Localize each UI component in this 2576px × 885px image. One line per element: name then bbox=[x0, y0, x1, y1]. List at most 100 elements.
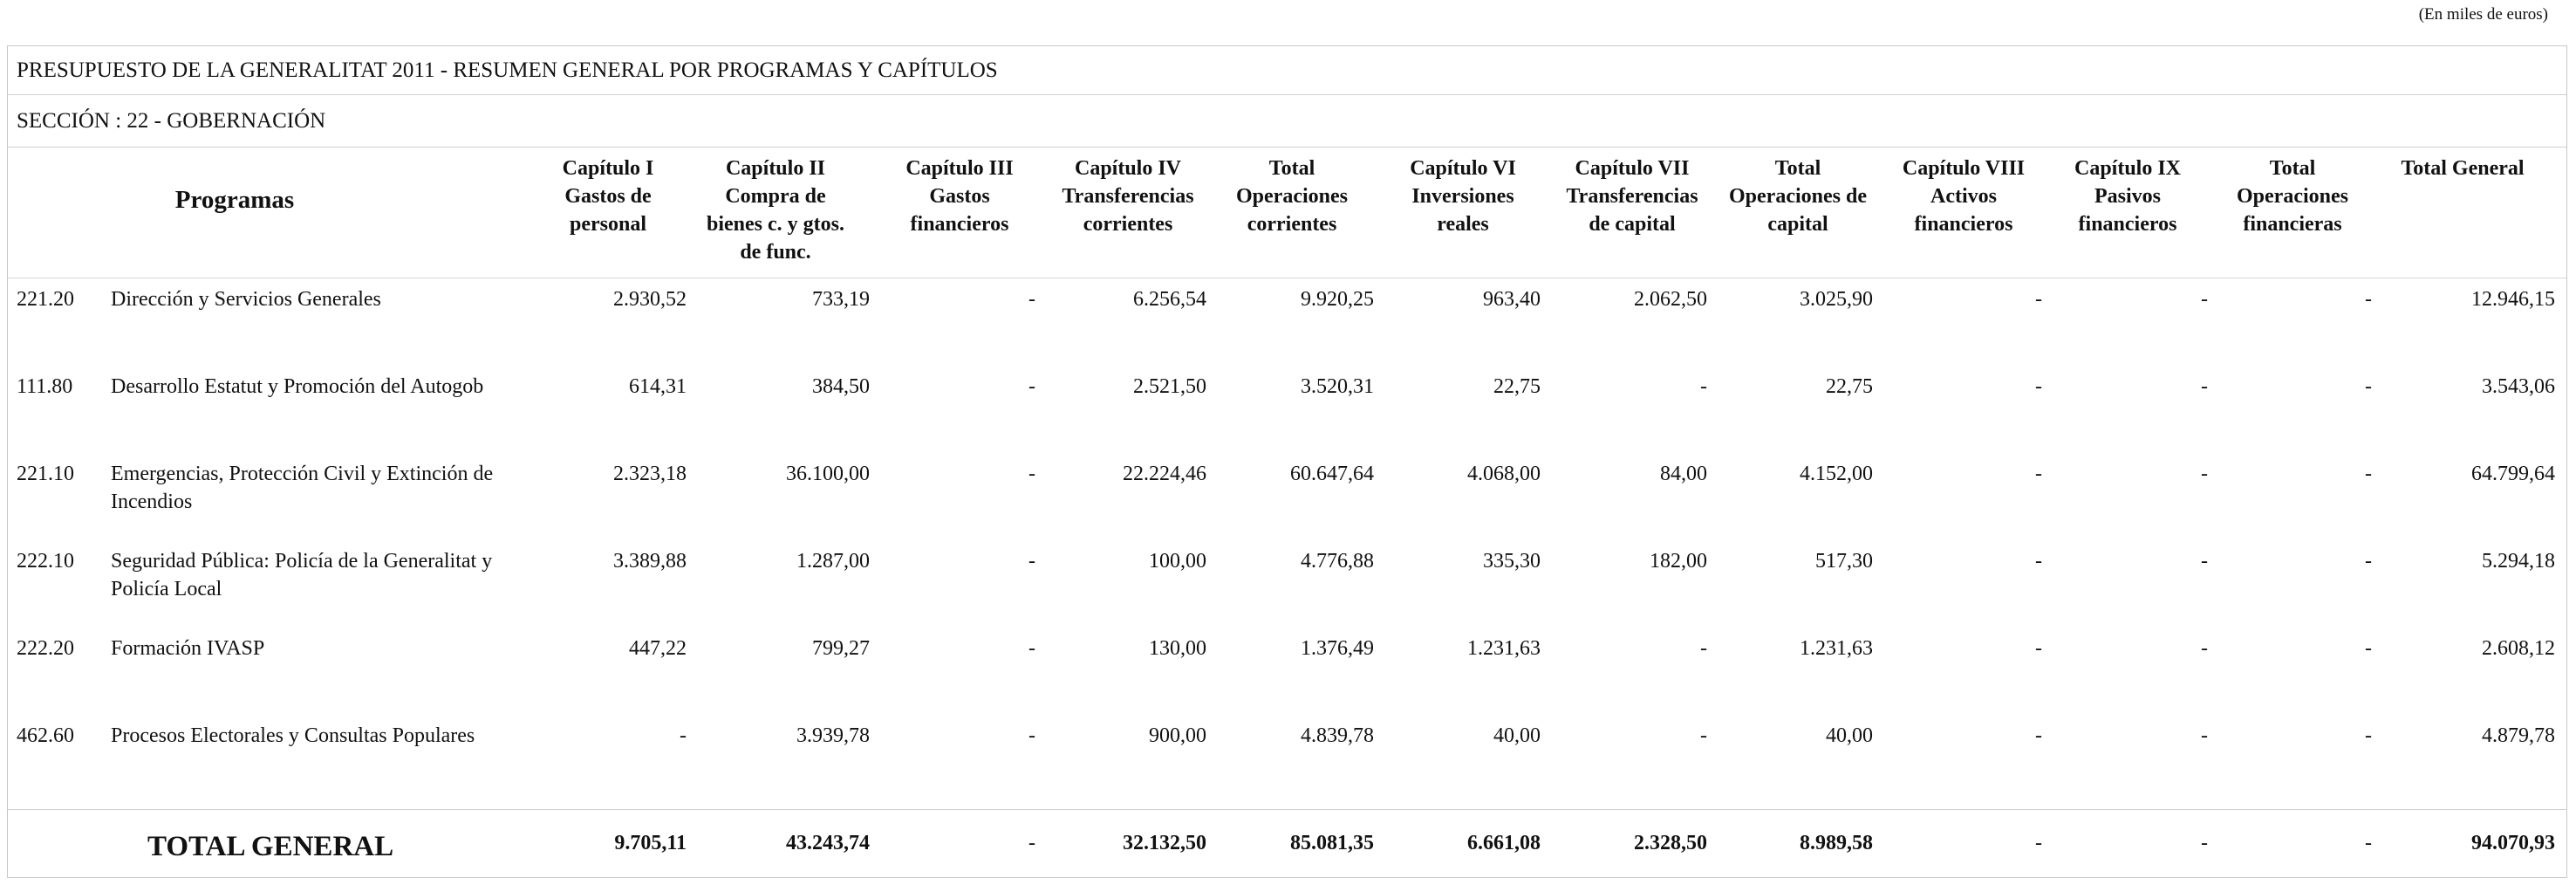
cell-value: 1.287,00 bbox=[796, 550, 870, 573]
column-header: Capítulo VII Transferencias de capital bbox=[1566, 157, 1698, 236]
budget-table: PRESUPUESTO DE LA GENERALITAT 2011 - RES… bbox=[7, 45, 2567, 878]
cell-value: 3.939,78 bbox=[796, 724, 870, 747]
cell-value: 182,00 bbox=[1650, 550, 1707, 573]
total-value: - bbox=[2035, 832, 2042, 854]
cell-value: 3.543,06 bbox=[2482, 375, 2555, 398]
program-code: 221.10 bbox=[17, 463, 74, 485]
cell-value: - bbox=[1028, 724, 1035, 747]
program-code: 222.20 bbox=[17, 637, 74, 660]
cell-value: - bbox=[2035, 637, 2042, 660]
column-header: Total Operaciones financieras bbox=[2237, 157, 2348, 236]
total-value: 85.081,35 bbox=[1290, 832, 1374, 854]
cell-value: 2.521,50 bbox=[1133, 375, 1206, 398]
program-code: 221.20 bbox=[17, 288, 74, 311]
cell-value: 3.389,88 bbox=[613, 550, 687, 573]
cell-value: 6.256,54 bbox=[1133, 288, 1206, 311]
program-name: Seguridad Pública: Policía de la General… bbox=[111, 550, 493, 600]
cell-value: 22,75 bbox=[1826, 375, 1873, 398]
cell-value: 4.152,00 bbox=[1800, 463, 1873, 485]
total-value: - bbox=[1028, 832, 1035, 854]
cell-value: - bbox=[2201, 637, 2208, 660]
cell-value: 335,30 bbox=[1483, 550, 1541, 573]
total-value: 32.132,50 bbox=[1123, 832, 1206, 854]
cell-value: - bbox=[1028, 375, 1035, 398]
cell-value: 84,00 bbox=[1660, 463, 1707, 485]
cell-value: - bbox=[2365, 375, 2372, 398]
cell-value: 614,31 bbox=[629, 375, 687, 398]
total-value: 6.661,08 bbox=[1467, 832, 1541, 854]
cell-value: - bbox=[1028, 550, 1035, 573]
program-code: 462.60 bbox=[17, 724, 74, 747]
cell-value: 2.323,18 bbox=[613, 463, 687, 485]
cell-value: 12.946,15 bbox=[2471, 288, 2555, 311]
total-value: 8.989,58 bbox=[1800, 832, 1873, 854]
total-value: - bbox=[2365, 832, 2372, 854]
cell-value: 4.068,00 bbox=[1467, 463, 1541, 485]
column-header: Capítulo IX Pasivos financieros bbox=[2074, 157, 2182, 236]
cell-value: - bbox=[2365, 550, 2372, 573]
cell-value: - bbox=[2201, 550, 2208, 573]
cell-value: 100,00 bbox=[1149, 550, 1206, 573]
total-value: 94.070,93 bbox=[2471, 832, 2555, 854]
column-header: Total Operaciones de capital bbox=[1729, 157, 1867, 236]
cell-value: - bbox=[2035, 550, 2042, 573]
cell-value: 64.799,64 bbox=[2471, 463, 2555, 485]
section-label: SECCIÓN : 22 - GOBERNACIÓN bbox=[8, 95, 2566, 148]
cell-value: - bbox=[2201, 375, 2208, 398]
cell-value: 2.062,50 bbox=[1634, 288, 1707, 311]
cell-value: - bbox=[1700, 724, 1707, 747]
column-header: Capítulo I Gastos de personal bbox=[562, 157, 654, 236]
total-row: TOTAL GENERAL 9.705,11 43.243,74 - 32.132,5… bbox=[8, 809, 2566, 879]
table-row: 222.20 Formación IVASP 447,22 799,27 - 130,00… bbox=[8, 628, 2566, 715]
program-name: Emergencias, Protección Civil y Extinció… bbox=[111, 463, 494, 513]
cell-value: 4.839,78 bbox=[1301, 724, 1374, 747]
cell-value: 60.647,64 bbox=[1290, 463, 1374, 485]
cell-value: 963,40 bbox=[1483, 288, 1541, 311]
cell-value: - bbox=[1700, 375, 1707, 398]
cell-value: 3.520,31 bbox=[1301, 375, 1374, 398]
cell-value: 799,27 bbox=[812, 637, 870, 660]
cell-value: 1.231,63 bbox=[1467, 637, 1541, 660]
cell-value: - bbox=[2201, 724, 2208, 747]
table-row: 221.20 Dirección y Servicios Generales 2.9… bbox=[8, 278, 2566, 366]
total-value: 2.328,50 bbox=[1634, 832, 1707, 854]
total-value: 9.705,11 bbox=[614, 832, 687, 854]
cell-value: - bbox=[1700, 637, 1707, 660]
cell-value: 5.294,18 bbox=[2482, 550, 2555, 573]
programas-header: Programas bbox=[174, 186, 295, 214]
cell-value: 3.025,90 bbox=[1800, 288, 1873, 311]
cell-value: - bbox=[1028, 288, 1035, 311]
program-code: 222.10 bbox=[17, 550, 74, 573]
cell-value: - bbox=[2365, 463, 2372, 485]
column-header: Total Operaciones corrientes bbox=[1236, 157, 1348, 236]
cell-value: 517,30 bbox=[1815, 550, 1873, 573]
cell-value: 40,00 bbox=[1493, 724, 1541, 747]
cell-value: 1.376,49 bbox=[1301, 637, 1374, 660]
cell-value: 40,00 bbox=[1826, 724, 1873, 747]
cell-value: 1.231,63 bbox=[1800, 637, 1873, 660]
cell-value: 130,00 bbox=[1149, 637, 1206, 660]
cell-value: - bbox=[680, 724, 687, 747]
cell-value: - bbox=[2365, 288, 2372, 311]
table-row: 462.60 Procesos Electorales y Consultas P… bbox=[8, 715, 2566, 802]
cell-value: - bbox=[2365, 724, 2372, 747]
column-header: Capítulo IV Transferencias corrientes bbox=[1062, 157, 1194, 236]
cell-value: - bbox=[1028, 637, 1035, 660]
table-row: 111.80 Desarrollo Estatut y Promoción del… bbox=[8, 366, 2566, 453]
column-header: Capítulo VI Inversiones reales bbox=[1410, 157, 1516, 236]
cell-value: 4.879,78 bbox=[2482, 724, 2555, 747]
cell-value: 9.920,25 bbox=[1301, 288, 1374, 311]
cell-value: - bbox=[2365, 637, 2372, 660]
cell-value: - bbox=[1028, 463, 1035, 485]
cell-value: - bbox=[2201, 463, 2208, 485]
cell-value: 22.224,46 bbox=[1123, 463, 1206, 485]
total-label: TOTAL GENERAL bbox=[147, 831, 394, 862]
program-name: Dirección y Servicios Generales bbox=[111, 288, 381, 311]
table-row: 222.10 Seguridad Pública: Policía de la G… bbox=[8, 540, 2566, 628]
cell-value: 900,00 bbox=[1149, 724, 1206, 747]
table-row: 221.10 Emergencias, Protección Civil y Ex… bbox=[8, 453, 2566, 540]
column-header: Capítulo II Compra de bienes c. y gtos. … bbox=[707, 157, 844, 264]
column-header: Total General bbox=[2401, 157, 2525, 180]
cell-value: - bbox=[2035, 724, 2042, 747]
program-code: 111.80 bbox=[17, 375, 73, 398]
